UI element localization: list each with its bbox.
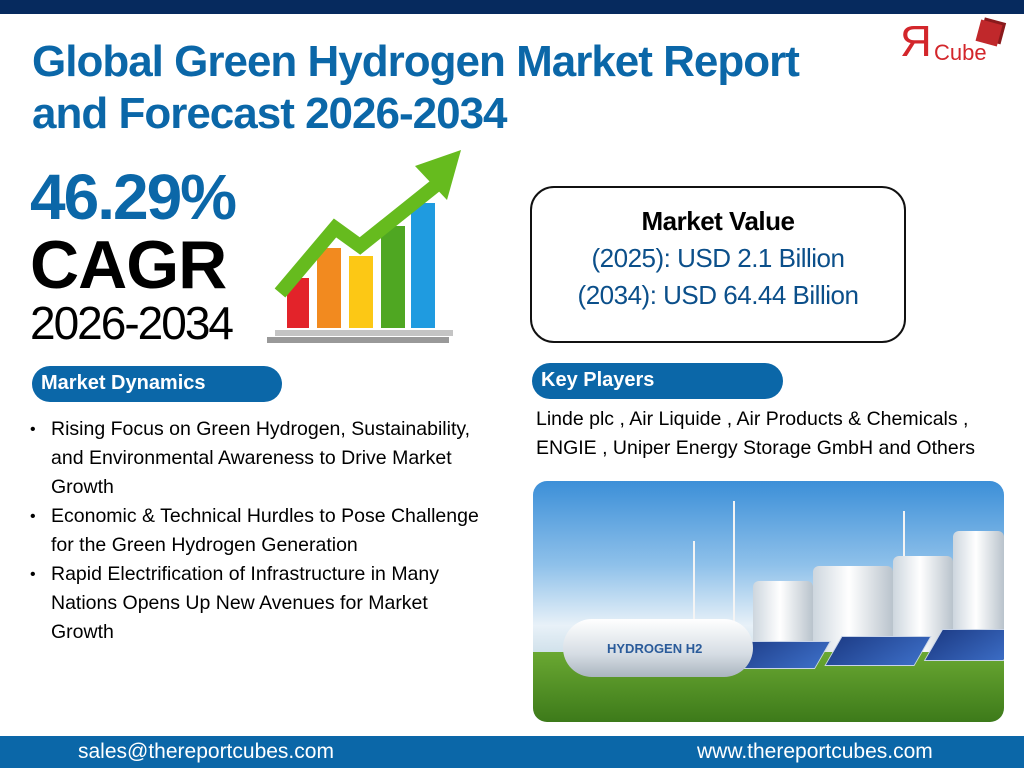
hydrogen-plant-photo: HYDROGEN H2: [533, 481, 1004, 722]
market-value-2025: (2025): USD 2.1 Billion: [591, 243, 845, 273]
logo-r-glyph: R: [900, 17, 932, 66]
key-players-text: Linde plc , Air Liquide , Air Products &…: [536, 408, 975, 459]
market-dynamics-list: Rising Focus on Green Hydrogen, Sustaina…: [30, 415, 490, 647]
arrow-head: [415, 150, 461, 200]
footer-website-link[interactable]: www.thereportcubes.com: [697, 740, 933, 763]
list-item: Economic & Technical Hurdles to Pose Cha…: [30, 502, 490, 560]
key-players-heading: Key Players: [532, 363, 783, 399]
hydrogen-tank-label: HYDROGEN H2: [563, 619, 753, 677]
bar-green: [381, 226, 405, 328]
bar-yellow: [349, 256, 373, 328]
chart-base: [275, 330, 453, 336]
chart-base-shadow: [267, 337, 449, 343]
solar-panel: [824, 636, 932, 666]
list-item: Rapid Electrification of Infrastructure …: [30, 560, 490, 647]
bar-red: [287, 278, 309, 328]
top-bar: [0, 0, 1024, 14]
market-value-box: Market Value (2025): USD 2.1 Billion (20…: [530, 186, 906, 343]
rcube-logo: R Cube: [900, 17, 1010, 70]
market-dynamics-heading: Market Dynamics: [32, 366, 282, 402]
cagr-label: CAGR: [30, 227, 227, 303]
logo-cube-text: Cube: [934, 40, 987, 65]
bar-orange: [317, 248, 341, 328]
bar-blue: [411, 203, 435, 328]
footer-email-link[interactable]: sales@thereportcubes.com: [78, 740, 334, 763]
title-line-2: and Forecast 2026-2034: [32, 89, 508, 138]
market-value-2034: (2034): USD 64.44 Billion: [577, 280, 859, 310]
cagr-period: 2026-2034: [30, 297, 234, 349]
trend-arrow: [274, 180, 440, 298]
wind-turbine-icon: [733, 501, 735, 621]
growth-chart-icon: [267, 150, 461, 343]
title-line-1: Global Green Hydrogen Market Report: [32, 37, 800, 86]
page-title: Global Green Hydrogen Market Report and …: [32, 36, 800, 140]
list-item: Rising Focus on Green Hydrogen, Sustaina…: [30, 415, 490, 502]
footer-bar: sales@thereportcubes.com www.thereportcu…: [0, 736, 1024, 768]
market-value-heading: Market Value: [641, 206, 795, 236]
wind-turbine-icon: [693, 541, 695, 631]
cagr-value: 46.29%: [30, 161, 237, 233]
